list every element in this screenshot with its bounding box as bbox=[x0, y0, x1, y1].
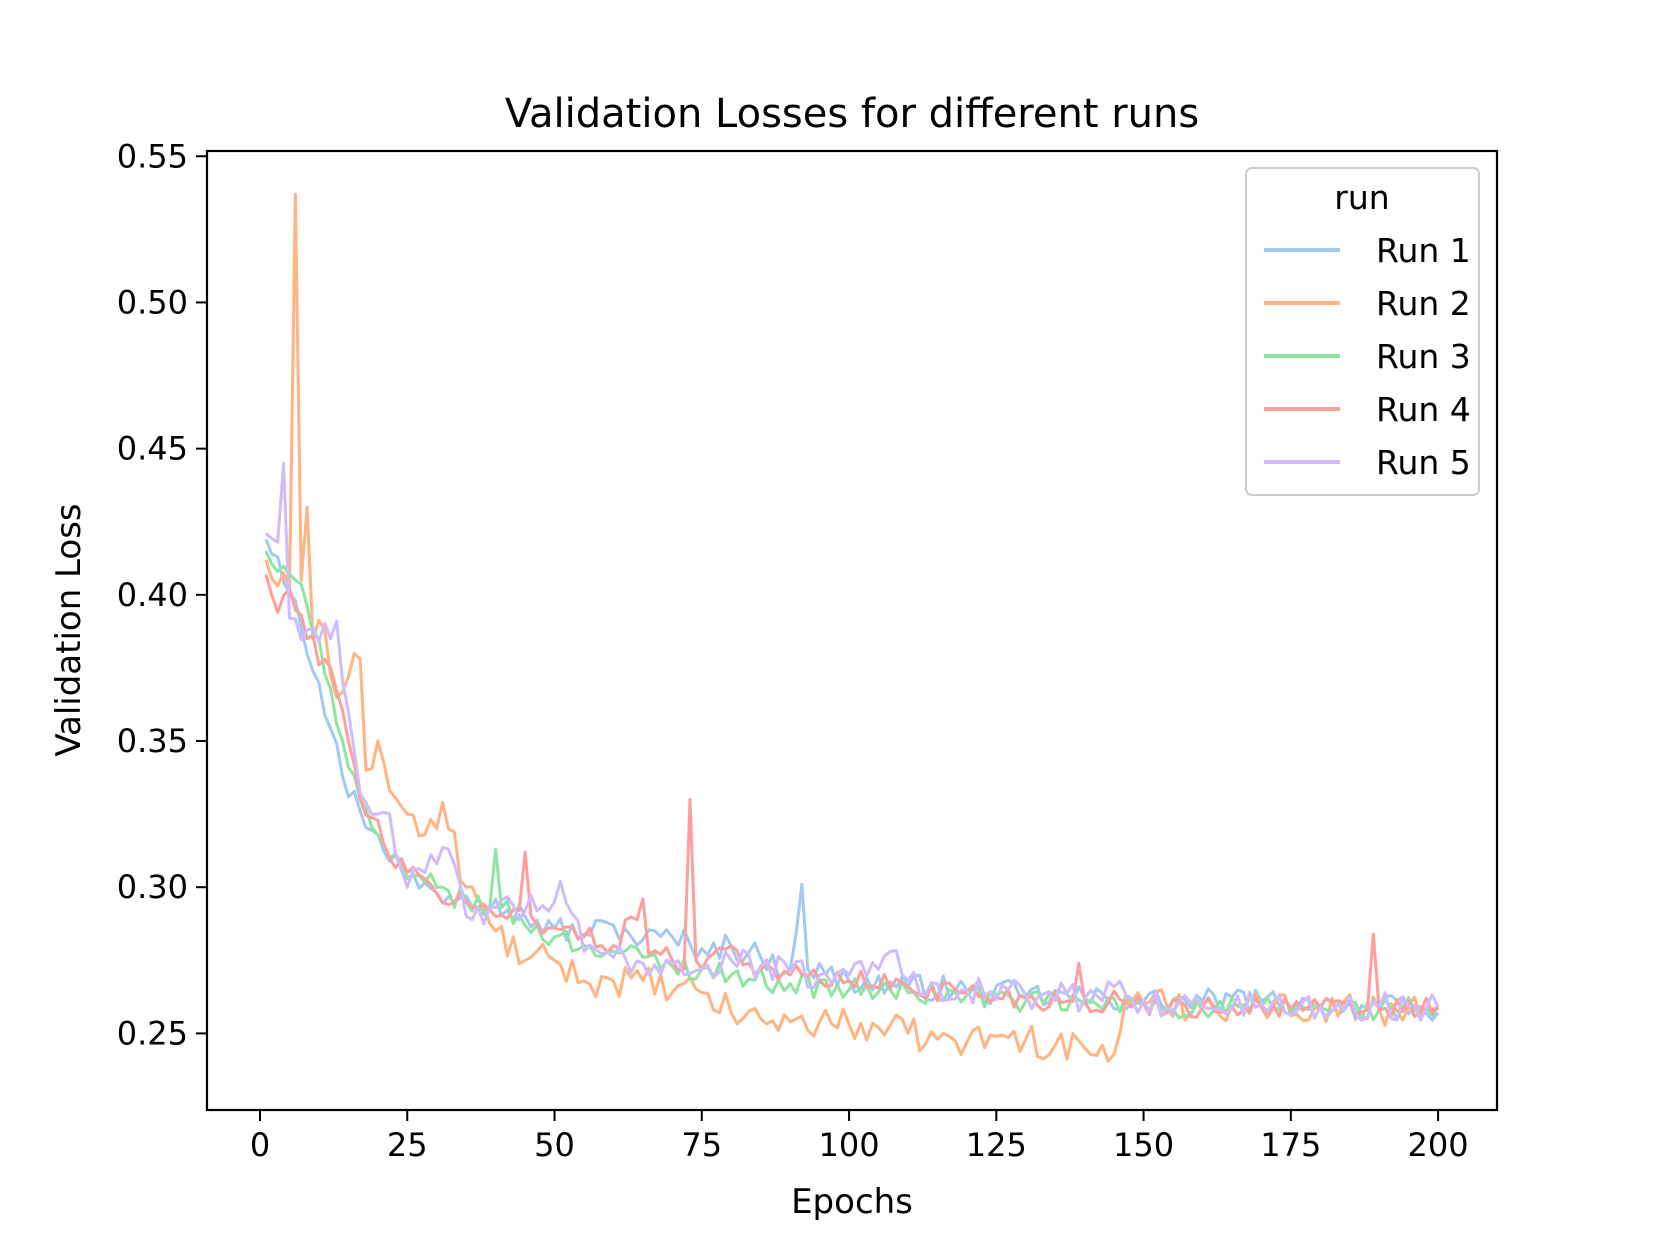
x-tick-label: 150 bbox=[1113, 1126, 1174, 1164]
series-line-run-5 bbox=[264, 461, 1440, 1022]
series-lines bbox=[264, 192, 1440, 1063]
legend-label: Run 4 bbox=[1376, 390, 1471, 429]
y-tick-label: 0.55 bbox=[117, 137, 188, 175]
x-tick-label: 25 bbox=[387, 1126, 428, 1164]
y-axis: 0.25 0.30 0.35 0.40 0.45 0.50 0.55 bbox=[117, 137, 207, 1052]
series-line-run-2 bbox=[264, 192, 1439, 1063]
y-tick-label: 0.45 bbox=[117, 430, 188, 468]
axes-frame bbox=[205, 149, 1499, 1112]
y-tick-label: 0.40 bbox=[117, 576, 188, 614]
x-tick-label: 200 bbox=[1408, 1126, 1469, 1164]
chart-title: Validation Losses for different runs bbox=[505, 91, 1199, 137]
x-axis: 0 25 50 75 100 125 150 175 200 bbox=[250, 1110, 1469, 1164]
legend-label: Run 5 bbox=[1376, 443, 1471, 482]
x-tick-label: 125 bbox=[966, 1126, 1027, 1164]
x-tick-label: 175 bbox=[1260, 1126, 1321, 1164]
x-tick-label: 100 bbox=[819, 1126, 880, 1164]
legend-title: run bbox=[1334, 178, 1389, 217]
legend-label: Run 1 bbox=[1376, 231, 1471, 270]
y-tick-label: 0.30 bbox=[117, 868, 188, 906]
y-axis-label: Validation Loss bbox=[49, 503, 89, 756]
x-tick-label: 50 bbox=[534, 1126, 575, 1164]
legend-label: Run 3 bbox=[1376, 337, 1471, 376]
x-axis-label: Epochs bbox=[791, 1182, 913, 1222]
legend: run Run 1 Run 2 Run 3 Run 4 Run 5 bbox=[1245, 167, 1480, 496]
y-tick-label: 0.35 bbox=[117, 722, 188, 760]
x-tick-label: 75 bbox=[681, 1126, 722, 1164]
y-tick-label: 0.25 bbox=[117, 1014, 188, 1052]
plot-area bbox=[205, 149, 1499, 1112]
legend-label: Run 2 bbox=[1376, 284, 1471, 323]
legend-items: Run 1 Run 2 Run 3 Run 4 Run 5 bbox=[1264, 231, 1471, 482]
x-tick-label: 0 bbox=[250, 1126, 270, 1164]
y-tick-label: 0.50 bbox=[117, 283, 188, 321]
